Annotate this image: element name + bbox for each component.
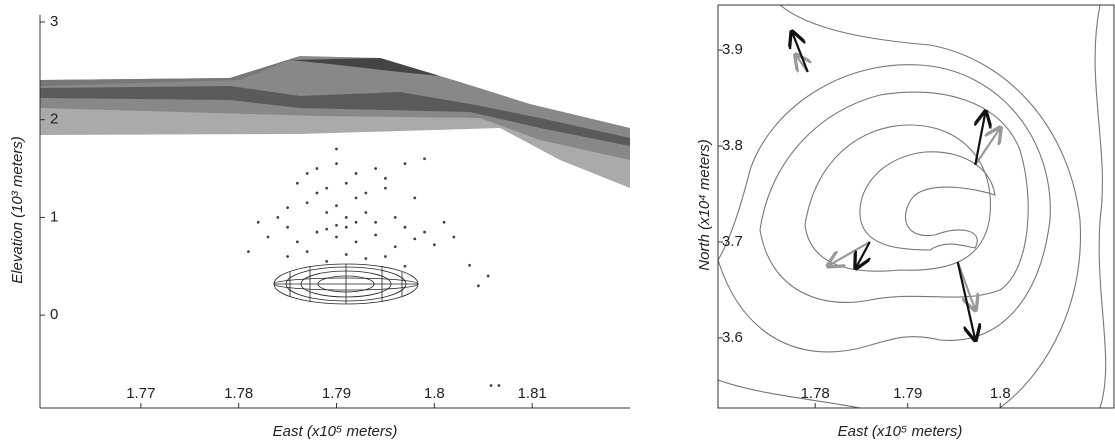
hypocenter — [335, 235, 338, 239]
hypocenter — [452, 235, 456, 239]
x-tick-label: 1.81 — [518, 385, 547, 402]
hypocenter — [325, 211, 329, 214]
hypocenter — [423, 157, 426, 161]
hypocenter — [442, 220, 446, 224]
x-tick-label: 1.78 — [801, 385, 830, 402]
hypocenter — [335, 147, 338, 151]
hypocenter — [354, 240, 358, 244]
x-tick-label: 1.8 — [990, 385, 1011, 402]
y-axis-title: Elevation (10³ meters) — [9, 136, 26, 284]
y-tick-label: 2 — [50, 111, 58, 128]
hypocenter — [497, 384, 501, 387]
hypocenter — [325, 186, 329, 190]
contours — [718, 5, 1107, 408]
hypocenter — [305, 201, 309, 205]
x-tick-label: 1.8 — [424, 385, 445, 402]
hypocenter — [413, 196, 417, 200]
y-tick-label: 0 — [50, 306, 58, 323]
hypocenter — [384, 186, 387, 190]
hypocenter — [354, 172, 358, 175]
y-tick-label: 3.8 — [722, 137, 743, 154]
hypocenter — [403, 162, 407, 166]
displacement-arrow — [956, 261, 976, 310]
hypocenter — [384, 176, 387, 180]
hypocenter — [489, 384, 493, 387]
hypocenter — [374, 167, 378, 170]
hypocenter — [354, 196, 358, 200]
hypocenter — [286, 255, 289, 258]
hypocenter — [344, 225, 348, 229]
x-tick-label: 1.79 — [893, 385, 922, 402]
hypocenter — [286, 225, 289, 229]
hypocenter — [486, 274, 490, 278]
y-tick-label: 1 — [50, 208, 58, 225]
hypocenter — [315, 167, 319, 170]
terrain — [40, 56, 630, 188]
hypocenter — [295, 181, 299, 185]
displacement-arrow — [856, 241, 870, 268]
hypocenter — [354, 220, 358, 224]
hypocenter — [344, 216, 348, 219]
hypocenter — [305, 250, 309, 254]
y-tick-label: 3.7 — [722, 233, 743, 250]
hypocenter — [413, 237, 417, 241]
hypocenter — [286, 206, 289, 210]
displacement-arrow — [974, 128, 1000, 166]
displacement-arrow — [792, 32, 809, 73]
hypocenter — [374, 220, 378, 224]
hypocenter — [335, 204, 338, 208]
hypocenter — [295, 240, 299, 244]
hypocenter — [335, 162, 338, 166]
hypocenter — [468, 263, 471, 267]
hypocenter — [393, 216, 397, 219]
hypocenter — [325, 260, 329, 263]
x-tick-label: 1.77 — [126, 385, 155, 402]
hypocenter — [403, 264, 407, 268]
y-tick-label: 3.6 — [722, 329, 743, 346]
hypocenter — [403, 225, 407, 229]
hypocenter — [364, 257, 368, 260]
hypocenter — [432, 243, 436, 247]
displacement-arrow — [956, 261, 976, 340]
hypocenter — [344, 253, 348, 256]
hypocenter — [384, 255, 387, 258]
hypocenter — [256, 220, 260, 224]
x-axis-title: East (x10⁵ meters) — [273, 423, 398, 440]
hypocenter — [335, 223, 338, 227]
hypocenter — [315, 191, 319, 195]
hypocenter — [476, 284, 480, 288]
map-frame — [717, 4, 1115, 409]
hypocenter — [305, 172, 309, 175]
hypocenter — [344, 181, 348, 185]
hypocenter — [364, 191, 368, 195]
hypocenter — [247, 250, 250, 254]
hypocenter — [374, 233, 378, 237]
y-tick-label: 3 — [50, 13, 58, 30]
y-tick-label: 3.9 — [722, 41, 743, 58]
x-axis-title: East (x10⁵ meters) — [838, 423, 963, 440]
x-tick-label: 1.79 — [322, 385, 351, 402]
hypocenter — [393, 245, 397, 249]
displacement-arrow — [828, 240, 871, 266]
source-mesh — [273, 263, 419, 305]
hypocenter — [276, 216, 280, 219]
hypocenter — [315, 230, 319, 234]
hypocenter — [266, 235, 270, 239]
y-axis-title: North (x10⁴ meters) — [696, 139, 713, 271]
x-tick-label: 1.78 — [224, 385, 253, 402]
hypocenter — [364, 211, 368, 214]
hypocenter — [325, 227, 329, 231]
hypocenter — [423, 230, 426, 234]
displacement-arrow — [975, 112, 985, 166]
